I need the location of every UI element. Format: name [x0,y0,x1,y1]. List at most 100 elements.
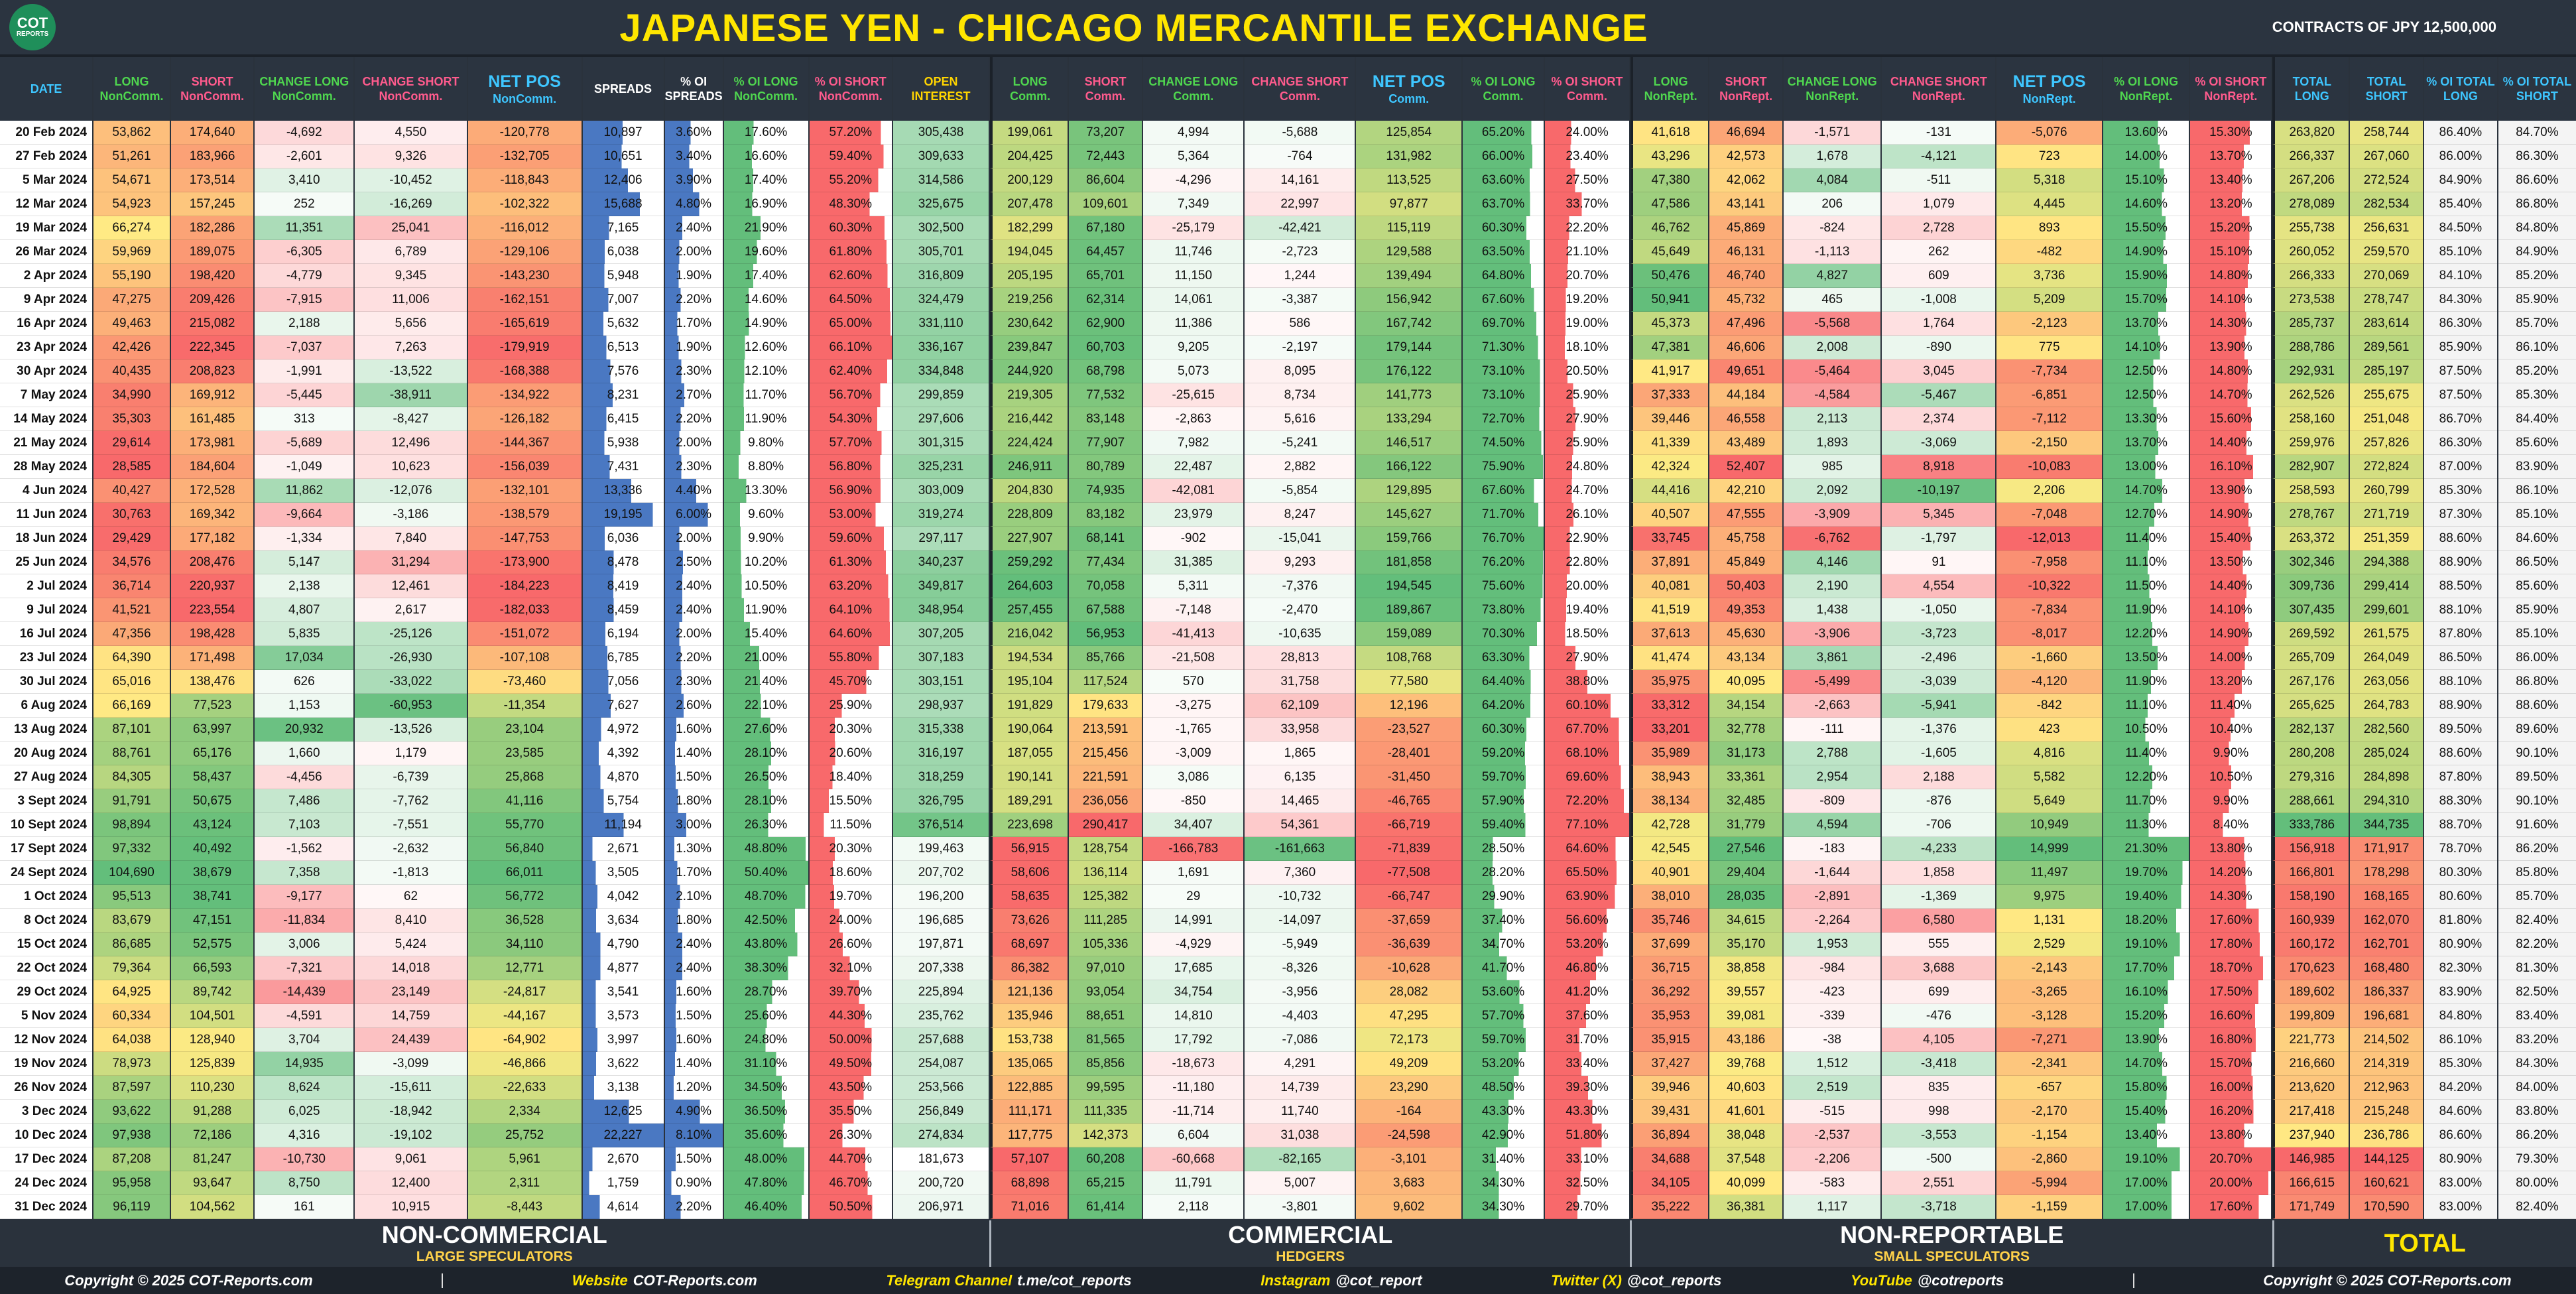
data-cell: 86.20% [2498,837,2576,861]
data-cell: 15.20% [2190,216,2272,240]
data-cell: -4,591 [255,1004,354,1028]
data-cell: 199,061 [990,121,1068,145]
data-cell: 162,701 [2350,933,2423,956]
column-header: % OI LONG Comm. [1463,57,1544,121]
data-cell: 104,501 [170,1004,254,1028]
data-cell: -7,148 [1143,598,1244,622]
data-cell: 15.60% [2190,407,2272,431]
data-cell: -3,909 [1784,503,1881,527]
header-line: SHORT [1725,75,1767,88]
data-cell: 21.40% [723,670,808,694]
data-cell: 13.40% [2103,1124,2189,1147]
data-cell: -5,467 [1882,383,1996,407]
data-cell: -3,275 [1143,694,1244,718]
data-cell: 6,789 [355,240,467,264]
data-cell: -7,271 [1996,1028,2102,1052]
data-cell: 77,580 [1356,670,1462,694]
data-cell: 25.60% [723,1004,808,1028]
data-cell: 31,038 [1245,1124,1355,1147]
data-cell: 9,061 [355,1147,467,1171]
date-cell: 13 Aug 2024 [0,718,93,742]
data-cell: -2,197 [1245,336,1355,359]
data-cell: 17.00% [2103,1195,2189,1219]
data-cell: 47.80% [723,1171,808,1195]
data-cell: -5,445 [255,383,354,407]
data-cell: 47,275 [93,288,170,312]
data-cell: 83.20% [2498,1028,2576,1052]
data-cell: 42,545 [1630,837,1709,861]
data-cell: 4,614 [582,1195,664,1219]
data-cell: 8.10% [664,1124,723,1147]
data-cell: -1,008 [1882,288,1996,312]
data-cell: -10,635 [1245,622,1355,646]
data-cell: 7,358 [255,861,354,885]
data-cell: 2.00% [664,622,723,646]
data-cell: 7,360 [1245,861,1355,885]
data-cell: 76.20% [1463,550,1544,574]
data-cell: 88.90% [2423,694,2497,718]
data-cell: 17.60% [2190,909,2272,933]
data-cell: 43,489 [1709,431,1783,455]
data-cell: 4,594 [1784,813,1881,837]
data-cell: 15.80% [2103,1076,2189,1100]
data-cell: 13.80% [2190,1124,2272,1147]
data-cell: 50,476 [1630,264,1709,288]
data-cell: 257,455 [990,598,1068,622]
data-cell: 278,089 [2272,192,2349,216]
data-cell: 37.60% [1545,1004,1630,1028]
data-cell: 19,195 [582,503,664,527]
data-cell: 135,065 [990,1052,1068,1076]
data-cell: 66.00% [1463,145,1544,168]
data-cell: 85.90% [2498,288,2576,312]
data-cell: 8,459 [582,598,664,622]
data-cell: 16.80% [2190,1028,2272,1052]
data-cell: 40,901 [1630,861,1709,885]
data-cell: -5,568 [1784,312,1881,336]
data-cell: -71,839 [1356,837,1462,861]
data-cell: 37,333 [1630,383,1709,407]
data-cell: 14,018 [355,956,467,980]
data-cell: 4,870 [582,765,664,789]
data-cell: 326,795 [893,789,989,813]
data-cell: -1,660 [1996,646,2102,670]
header-line: CHANGE LONG [259,75,349,88]
data-cell: -764 [1245,145,1355,168]
data-cell: 85.10% [2498,503,2576,527]
data-cell: 38,134 [1630,789,1709,813]
data-cell: 835 [1882,1076,1996,1100]
data-cell: -64,902 [467,1028,582,1052]
data-cell: 28,035 [1709,885,1783,909]
column-header: TOTAL LONG [2272,57,2349,121]
date-cell: 23 Jul 2024 [0,646,93,670]
data-cell: -14,097 [1245,909,1355,933]
data-cell: 68,697 [990,933,1068,956]
data-cell: -1,376 [1882,718,1996,742]
data-cell: 59,969 [93,240,170,264]
data-cell: 8,410 [355,909,467,933]
data-cell: 46,558 [1709,407,1783,431]
date-cell: 7 May 2024 [0,383,93,407]
data-cell: 13.00% [2103,455,2189,479]
data-cell: 12.50% [2103,383,2189,407]
data-cell: 35,975 [1630,670,1709,694]
data-cell: 14.10% [2190,598,2272,622]
data-cell: 8,095 [1245,359,1355,383]
copyright: Copyright © 2025 COT-Reports.com [64,1271,313,1289]
data-cell: 213,620 [2272,1076,2349,1100]
date-cell: 16 Apr 2024 [0,312,93,336]
data-cell: 4,807 [255,598,354,622]
data-cell: 88.10% [2423,598,2497,622]
data-cell: 85,856 [1069,1052,1142,1076]
data-cell: 1.70% [664,861,723,885]
data-cell: 71,016 [990,1195,1068,1219]
data-cell: 9.90% [2190,742,2272,765]
data-cell: 187,055 [990,742,1068,765]
data-cell: 26.50% [723,765,808,789]
data-cell: 51.80% [1545,1124,1630,1147]
header-line: NonComm. [493,92,557,105]
column-header: % OI SHORT Comm. [1545,57,1630,121]
data-cell: 257,688 [893,1028,989,1052]
data-cell: 41,519 [1630,598,1709,622]
data-cell: -12,076 [355,479,467,503]
data-cell: 1,512 [1784,1052,1881,1076]
